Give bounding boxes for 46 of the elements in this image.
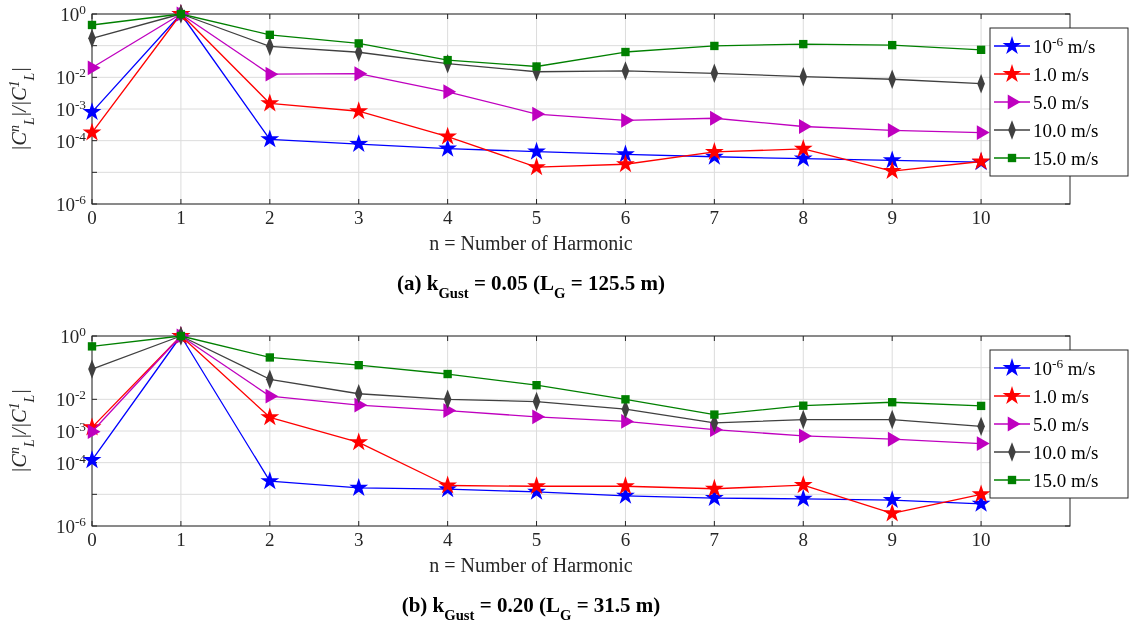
x-tick-label: 9 [887, 207, 897, 228]
x-tick-label: 3 [353, 207, 364, 228]
x-tick-label: 10 [971, 207, 991, 228]
y-tick-label: 10$^{-6}$ [55, 513, 87, 537]
y-tick-label: 10$^{-4}$ [55, 450, 87, 474]
x-tick-label: 5 [531, 529, 542, 550]
legend-label: 5.0 m/s [1033, 92, 1089, 113]
y-tick-label: 10$^{0}$ [60, 323, 87, 347]
x-tick-label: 8 [798, 207, 809, 228]
legend-label: 5.0 m/s [1033, 414, 1089, 435]
legend-label: 10.0 m/s [1033, 442, 1099, 463]
legend-label: 15.0 m/s [1033, 148, 1099, 169]
legend-label: 1.0 m/s [1033, 64, 1089, 85]
legend-label: 10.0 m/s [1033, 120, 1099, 141]
x-axis-title: n = Number of Harmonic [429, 232, 633, 254]
legend-label: 1.0 m/s [1033, 386, 1089, 407]
x-tick-label: 4 [442, 207, 453, 228]
x-tick-label: 5 [531, 207, 542, 228]
y-tick-label: 10$^{-2}$ [55, 386, 86, 411]
x-tick-label: 1 [176, 207, 186, 228]
x-tick-label: 2 [265, 529, 275, 550]
x-tick-label: 7 [709, 207, 720, 228]
y-tick-label: 10$^{-4}$ [55, 128, 87, 152]
x-tick-label: 1 [176, 529, 186, 550]
legend-label: 15.0 m/s [1033, 470, 1099, 491]
x-tick-label: 10 [971, 529, 991, 550]
x-tick-label: 0 [87, 529, 97, 550]
x-tick-label: 6 [620, 529, 631, 550]
x-tick-label: 2 [265, 207, 275, 228]
y-tick-label: 10$^{-6}$ [55, 191, 87, 215]
x-tick-label: 7 [709, 529, 720, 550]
y-tick-label: 10$^{-3}$ [55, 418, 87, 442]
y-tick-label: 10$^{-3}$ [55, 96, 87, 120]
x-tick-label: 8 [798, 529, 809, 550]
x-tick-label: 3 [353, 529, 364, 550]
x-tick-label: 9 [887, 529, 897, 550]
x-axis-title: n = Number of Harmonic [429, 554, 633, 576]
legend-label: 10$^{-6}$ m/s [1033, 355, 1096, 379]
x-tick-label: 4 [442, 529, 453, 550]
text: (b) k$_{Gust}$ = 0.20 (L$_{G}$ = 31.5 m) [401, 593, 661, 623]
x-tick-label: 6 [620, 207, 631, 228]
y-tick-label: 10$^{0}$ [60, 1, 87, 25]
text: (a) k$_{Gust}$ = 0.05 (L$_{G}$ = 125.5 m) [397, 271, 665, 301]
x-tick-label: 0 [87, 207, 97, 228]
y-tick-label: 10$^{-2}$ [55, 64, 86, 89]
legend-label: 10$^{-6}$ m/s [1033, 33, 1096, 57]
